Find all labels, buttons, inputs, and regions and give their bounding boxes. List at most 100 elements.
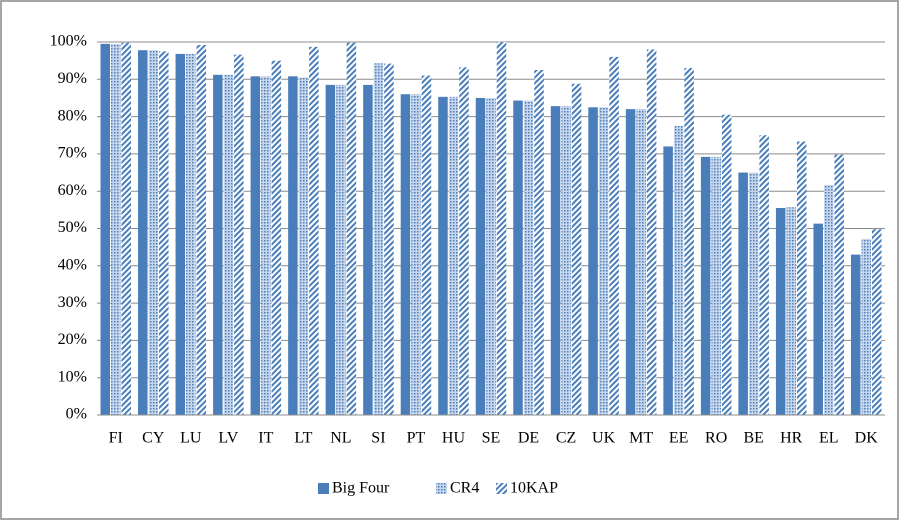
bar	[175, 53, 186, 415]
bar	[159, 51, 169, 415]
bar	[711, 156, 721, 415]
x-tick-label: HR	[780, 430, 803, 447]
bar	[850, 254, 861, 415]
x-tick-label: CZ	[556, 430, 576, 447]
legend-label: 10KAP	[510, 480, 558, 497]
bar	[738, 172, 748, 415]
bar	[513, 100, 523, 415]
x-tick-label: HU	[442, 430, 466, 447]
bar	[196, 44, 207, 415]
y-tick-label: 20%	[58, 331, 87, 348]
bar	[823, 184, 834, 415]
bar	[700, 156, 711, 415]
y-tick-label: 50%	[58, 219, 87, 236]
bar	[636, 109, 646, 415]
bar	[486, 97, 496, 415]
y-tick-label: 10%	[58, 368, 87, 385]
bar	[571, 83, 582, 415]
bar	[336, 84, 346, 416]
bar	[796, 141, 807, 415]
bar	[100, 43, 111, 416]
bar	[534, 69, 544, 415]
bar	[598, 107, 609, 416]
bar	[775, 207, 786, 415]
bar	[111, 43, 121, 416]
bar	[550, 106, 561, 415]
bar	[561, 106, 571, 415]
x-tick-label: PT	[407, 430, 426, 447]
x-tick-label: SE	[482, 430, 501, 447]
x-tick-label: UK	[592, 430, 616, 447]
bar	[148, 50, 159, 416]
bar	[298, 77, 309, 415]
x-tick-label: MT	[629, 430, 653, 447]
bar	[325, 84, 336, 416]
x-tick-label: DK	[855, 430, 879, 447]
bar	[588, 107, 598, 416]
x-tick-label: NL	[330, 430, 351, 447]
x-tick-label: FI	[109, 430, 123, 447]
x-tick-label: LU	[180, 430, 202, 447]
bar	[759, 135, 769, 415]
bar	[721, 114, 732, 416]
x-tick-label: IT	[258, 430, 273, 447]
legend-swatch	[496, 483, 507, 494]
bar	[861, 238, 871, 415]
bar	[625, 109, 636, 415]
bar	[121, 42, 132, 415]
x-tick-label: LT	[294, 430, 312, 447]
x-tick-label: BE	[743, 430, 763, 447]
bar	[363, 84, 373, 416]
bar	[523, 100, 534, 415]
y-tick-label: 90%	[58, 70, 87, 87]
legend-swatch	[436, 483, 447, 494]
bar	[646, 49, 657, 416]
x-tick-label: EL	[819, 430, 839, 447]
bar	[786, 207, 796, 415]
y-tick-label: 70%	[58, 145, 87, 162]
y-tick-label: 30%	[58, 294, 87, 311]
bar	[834, 154, 844, 415]
legend-label: CR4	[450, 480, 479, 497]
bar	[288, 76, 298, 415]
bar	[448, 96, 459, 416]
bar	[223, 74, 234, 415]
bar	[250, 76, 261, 415]
bar	[673, 125, 684, 416]
bar	[400, 94, 411, 415]
bar	[438, 96, 448, 416]
bar	[663, 146, 673, 415]
x-tick-label: EE	[669, 430, 689, 447]
bar	[459, 67, 469, 415]
y-tick-label: 60%	[58, 182, 87, 199]
bar	[871, 229, 882, 415]
legend-swatch	[318, 483, 329, 494]
bar	[309, 46, 319, 415]
bar	[748, 172, 759, 415]
bar	[684, 68, 694, 416]
legend-label: Big Four	[332, 480, 390, 497]
bar	[261, 76, 271, 415]
x-tick-label: SI	[371, 430, 385, 447]
bar	[138, 50, 148, 416]
y-tick-label: 40%	[58, 256, 87, 273]
bar	[411, 94, 421, 415]
bar	[186, 53, 196, 415]
bar	[609, 56, 619, 416]
x-tick-label: DE	[518, 430, 539, 447]
bar	[475, 97, 486, 415]
bar	[813, 223, 823, 415]
x-tick-label: CY	[142, 430, 165, 447]
y-tick-label: 100%	[50, 33, 87, 50]
bar	[346, 42, 357, 415]
bar	[234, 54, 244, 415]
bar	[373, 63, 384, 416]
bar	[421, 75, 432, 415]
bar	[213, 74, 223, 415]
x-tick-label: LV	[218, 430, 238, 447]
y-tick-label: 0%	[66, 406, 87, 423]
bar	[384, 63, 394, 415]
bar	[496, 42, 507, 415]
bar	[271, 60, 282, 416]
